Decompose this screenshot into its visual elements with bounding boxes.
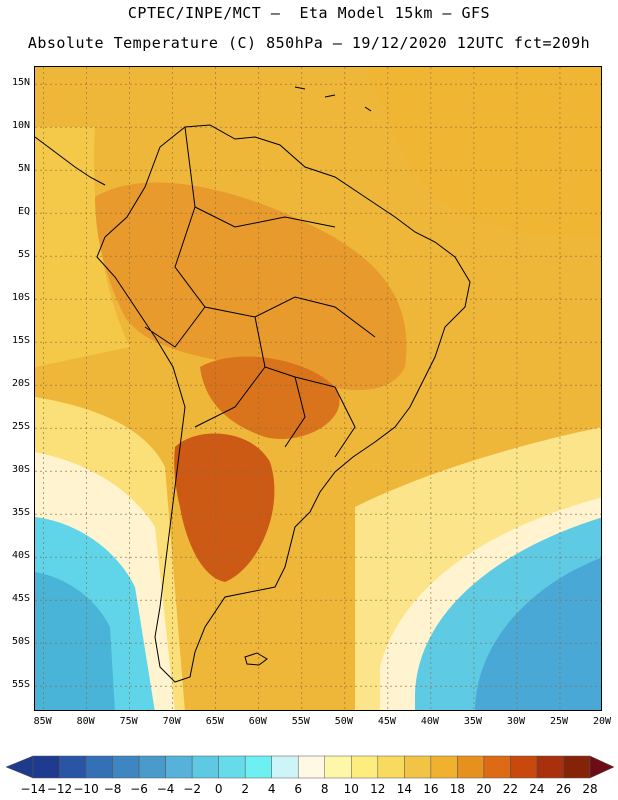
colorbar-label--6: −6 [130, 782, 148, 796]
lat-label-50S: 50S [11, 636, 30, 648]
colorbar-label-26: 26 [555, 782, 572, 796]
lon-label-40W: 40W [420, 716, 439, 727]
colorbar-label-28: 28 [582, 782, 598, 796]
lon-label-85W: 85W [33, 716, 52, 727]
map-title-line1: CPTEC/INPE/MCT – Eta Model 15km – GFS [127, 4, 491, 22]
caribbean-islands [294, 86, 372, 112]
lat-label-15N: 15N [11, 77, 30, 89]
colorbar-cell-5 [165, 755, 193, 779]
colorbar-cell-6 [191, 755, 219, 779]
colorbar-cell-0 [32, 755, 60, 779]
lat-label-40S: 40S [11, 550, 30, 562]
lon-label-65W: 65W [205, 716, 224, 727]
lon-label-35W: 35W [463, 716, 482, 727]
colorbar-cell-2 [85, 755, 113, 779]
colorbar-cell-9 [271, 755, 299, 779]
colorbar-cell-18 [510, 755, 538, 779]
lon-label-50W: 50W [334, 716, 353, 727]
map-canvas [35, 67, 601, 710]
lon-label-45W: 45W [377, 716, 396, 727]
colorbar-label-20: 20 [476, 782, 492, 796]
colorbar-cell-4 [138, 755, 166, 779]
colorbar-cell-8 [244, 755, 272, 779]
colorbar-label--2: −2 [183, 782, 201, 796]
colorbar-label-12: 12 [370, 782, 386, 796]
region-south-atlantic-colder [475, 557, 601, 710]
colorbar-label-0: 0 [214, 782, 223, 796]
colorbar-label--14: −14 [20, 782, 46, 796]
colorbar-label-4: 4 [267, 782, 276, 796]
lat-label-55S: 55S [11, 679, 30, 691]
colorbar-cell-7 [218, 755, 246, 779]
colorbar-label-16: 16 [423, 782, 439, 796]
colorbar-label--4: −4 [156, 782, 175, 796]
map-title-line2: Absolute Temperature (C) 850hPa – 19/12/… [27, 34, 591, 52]
lon-label-25W: 25W [549, 716, 568, 727]
colorbar-label-10: 10 [343, 782, 359, 796]
region-tropical-pacific-mild [35, 127, 130, 367]
colorbar-label-24: 24 [529, 782, 545, 796]
colorbar-high-arrow [589, 755, 615, 779]
colorbar-cell-20 [563, 755, 591, 779]
colorbar-cell-15 [430, 755, 458, 779]
colorbar-cell-12 [351, 755, 379, 779]
falklands-coastline [244, 652, 268, 666]
colorbar-cell-19 [536, 755, 564, 779]
region-south-pacific-colder [35, 572, 115, 710]
lon-label-60W: 60W [248, 716, 267, 727]
colorbar-label--12: −12 [46, 782, 73, 796]
colorbar-low-arrow [5, 755, 34, 779]
lat-label-EQ: EQ [17, 206, 30, 218]
lon-label-55W: 55W [291, 716, 310, 727]
lat-label-35S: 35S [11, 507, 30, 519]
lon-label-80W: 80W [76, 716, 95, 727]
lat-label-5N: 5N [17, 163, 30, 175]
temperature-map [34, 66, 602, 711]
lat-label-10N: 10N [11, 120, 30, 132]
colorbar-label-8: 8 [320, 782, 329, 796]
colorbar-label-22: 22 [502, 782, 519, 796]
lat-label-5S: 5S [17, 249, 30, 261]
colorbar-cell-17 [483, 755, 511, 779]
colorbar-cell-1 [59, 755, 87, 779]
lat-label-15S: 15S [11, 335, 30, 347]
lon-label-30W: 30W [506, 716, 525, 727]
lat-label-25S: 25S [11, 421, 30, 433]
colorbar-label-14: 14 [396, 782, 412, 796]
colorbar-cell-13 [377, 755, 405, 779]
colorbar-cell-10 [297, 755, 326, 779]
south-america-coastline [96, 124, 471, 683]
colorbar-label--10: −10 [73, 782, 99, 796]
colorbar-cell-3 [112, 755, 140, 779]
region-north-atlantic-warm [365, 67, 601, 238]
colorbar-label--8: −8 [103, 782, 122, 796]
colorbar [5, 755, 615, 779]
lat-label-20S: 20S [11, 378, 30, 390]
lon-label-70W: 70W [162, 716, 181, 727]
lon-label-75W: 75W [119, 716, 138, 727]
colorbar-cell-14 [404, 755, 432, 779]
colorbar-cell-16 [457, 755, 485, 779]
lat-label-30S: 30S [11, 464, 30, 476]
colorbar-label-2: 2 [241, 782, 249, 796]
colorbar-label-18: 18 [449, 782, 466, 796]
lat-label-10S: 10S [11, 292, 30, 304]
country-borders [144, 126, 376, 458]
lon-label-20W: 20W [592, 716, 612, 727]
colorbar-label-6: 6 [294, 782, 303, 796]
region-patagonia-hot [174, 433, 275, 582]
colorbar-cell-11 [324, 755, 352, 779]
central-america-coastline [35, 136, 106, 186]
lat-label-45S: 45S [11, 593, 30, 605]
